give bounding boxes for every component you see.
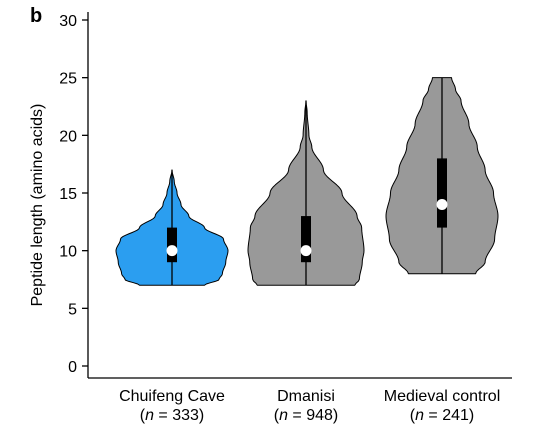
- sample-size-prefix: (: [410, 407, 416, 424]
- sample-size-value: = 241): [424, 407, 474, 424]
- category-label: Chuifeng Cave: [119, 388, 225, 405]
- panel-label: b: [30, 5, 42, 27]
- sample-size-value: = 948): [288, 407, 338, 424]
- sample-size-value: = 333): [154, 407, 204, 424]
- y-tick-label: 10: [59, 244, 77, 261]
- iqr-box: [167, 227, 177, 263]
- sample-size-symbol: n: [279, 407, 288, 424]
- sample-size-label: (n = 948): [274, 407, 339, 424]
- y-tick-label: 5: [68, 301, 77, 318]
- category-label: Medieval control: [384, 388, 501, 405]
- category-label: Dmanisi: [277, 388, 335, 405]
- sample-size-prefix: (: [274, 407, 280, 424]
- sample-size-prefix: (: [140, 407, 146, 424]
- violin-group: [115, 169, 229, 286]
- iqr-box: [301, 216, 311, 263]
- y-ticks: 0 5 10 15 20 25 30: [59, 13, 88, 376]
- violin-group: [385, 77, 499, 275]
- violins: [115, 77, 499, 286]
- sample-size-label: (n = 333): [140, 407, 205, 424]
- y-tick-label: 15: [59, 186, 77, 203]
- median-point: [436, 199, 448, 211]
- median-point: [166, 245, 178, 257]
- y-tick-label: 0: [68, 359, 77, 376]
- category-labels: Chuifeng Cave(n = 333)Dmanisi(n = 948)Me…: [119, 388, 500, 424]
- sample-size-symbol: n: [415, 407, 424, 424]
- sample-size-symbol: n: [145, 407, 154, 424]
- y-axis-title: Peptide length (amino acids): [29, 104, 46, 307]
- y-tick-label: 25: [59, 71, 77, 88]
- y-tick-label: 20: [59, 128, 77, 145]
- median-point: [300, 245, 312, 257]
- violin-group: [247, 100, 365, 286]
- y-tick-label: 30: [59, 13, 77, 30]
- iqr-box: [437, 158, 447, 228]
- sample-size-label: (n = 241): [410, 407, 475, 424]
- axes: [87, 12, 512, 379]
